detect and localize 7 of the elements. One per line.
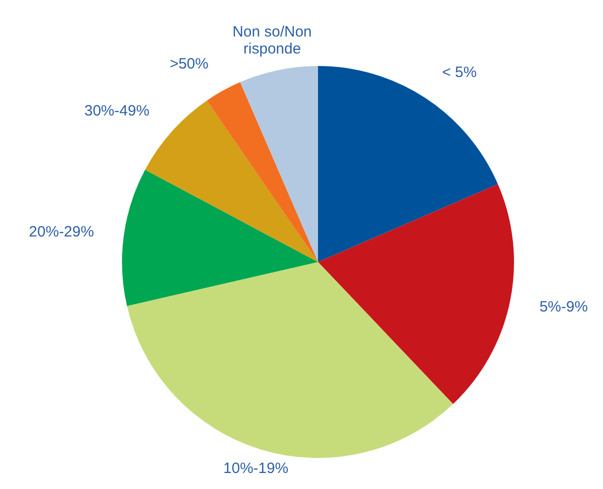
slice-label: 10%-19% — [223, 460, 288, 477]
slice-label: 30%-49% — [84, 102, 150, 120]
slice-label: < 5% — [442, 64, 477, 82]
slice-label: 20%-29% — [28, 223, 94, 240]
slice-label: 5%-9% — [539, 298, 588, 316]
slice-label: Non so/Non risponde — [232, 23, 312, 58]
slice-label: >50% — [170, 55, 208, 72]
